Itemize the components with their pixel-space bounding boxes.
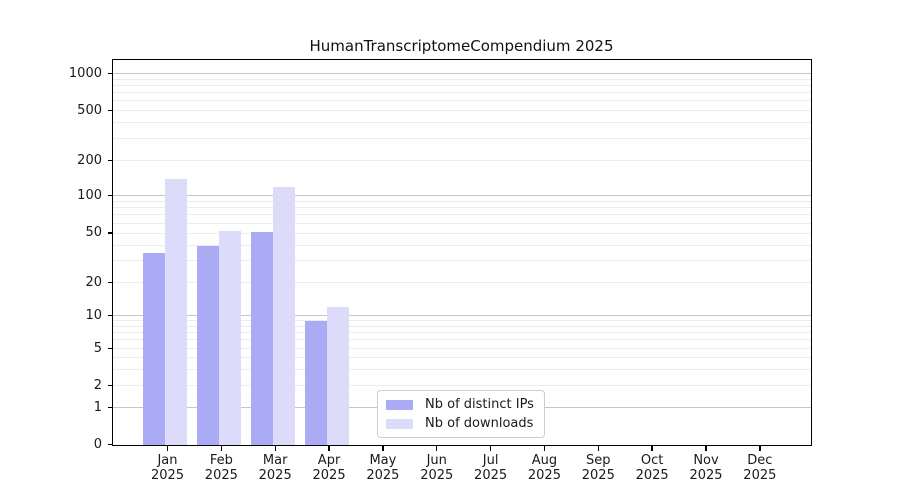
minor-gridline: [113, 260, 811, 262]
y-tick-mark: [108, 232, 113, 234]
major-gridline: [113, 315, 811, 316]
minor-gridline: [113, 368, 811, 370]
y-tick-mark: [108, 109, 113, 112]
minor-gridline: [113, 100, 811, 102]
x-tick-mark: [489, 445, 492, 451]
x-tick-mark: [651, 445, 653, 451]
minor-gridline: [113, 110, 811, 111]
y-tick-label: 500: [77, 102, 102, 118]
bar-downloads: [326, 307, 349, 445]
minor-gridline: [113, 282, 811, 283]
x-tick-label: Oct 2025: [635, 452, 669, 483]
bar-downloads: [218, 231, 241, 445]
minor-gridline: [113, 137, 811, 139]
major-gridline: [113, 73, 811, 74]
y-tick-label: 5: [93, 340, 102, 356]
x-tick-label: Jun 2025: [420, 452, 454, 483]
x-tick-label: Jan 2025: [150, 452, 185, 483]
x-tick-label: Nov 2025: [689, 452, 723, 483]
minor-gridline: [113, 160, 811, 161]
y-tick-label: 1000: [68, 65, 102, 81]
x-tick-label: Feb 2025: [204, 452, 238, 483]
minor-gridline: [113, 222, 811, 224]
minor-gridline: [113, 200, 811, 202]
minor-gridline: [113, 385, 811, 386]
x-tick-mark: [328, 445, 330, 451]
minor-gridline: [113, 339, 811, 341]
minor-gridline: [113, 78, 811, 80]
minor-gridline: [113, 325, 811, 327]
y-tick-mark: [108, 159, 113, 162]
legend: Nb of distinct IPs Nb of downloads: [377, 390, 545, 438]
minor-gridline: [113, 207, 811, 209]
y-tick-mark: [108, 72, 113, 75]
bar-downloads: [272, 186, 295, 445]
minor-gridline: [113, 232, 811, 234]
minor-gridline: [113, 92, 811, 94]
bar-distinct-ips: [250, 232, 273, 445]
bar-distinct-ips: [304, 321, 327, 445]
legend-swatch-distinct-ips: [386, 399, 413, 410]
legend-label-distinct-ips: Nb of distinct IPs: [425, 397, 534, 412]
y-tick-label: 50: [85, 225, 102, 240]
x-tick-label: Dec 2025: [743, 452, 777, 483]
x-tick-mark: [705, 445, 707, 451]
major-gridline: [113, 195, 811, 196]
y-tick-mark: [108, 347, 113, 350]
x-tick-label: Apr 2025: [312, 452, 346, 483]
y-tick-mark: [108, 194, 113, 197]
x-tick-mark: [382, 445, 384, 451]
minor-gridline: [113, 122, 811, 124]
y-tick-mark: [108, 281, 113, 284]
x-tick-label: Aug 2025: [527, 452, 561, 483]
legend-swatch-downloads: [386, 418, 413, 429]
bar-distinct-ips: [143, 252, 165, 445]
x-tick-mark: [597, 445, 599, 451]
minor-gridline: [113, 331, 811, 333]
x-tick-mark: [436, 445, 438, 451]
y-tick-label: 2: [93, 377, 102, 393]
x-tick-label: Mar 2025: [258, 452, 292, 483]
y-tick-label: 10: [85, 307, 102, 323]
y-tick-mark: [108, 384, 113, 387]
y-tick-label: 0: [93, 436, 102, 452]
minor-gridline: [113, 357, 811, 358]
chart-title: HumanTranscriptomeCompendium 2025: [309, 37, 614, 55]
x-tick-mark: [274, 445, 276, 451]
plot-area: Nb of distinct IPs Nb of downloads: [112, 59, 812, 446]
minor-gridline: [113, 244, 811, 246]
minor-gridline: [113, 84, 811, 86]
x-tick-mark: [166, 445, 169, 451]
bar-distinct-ips: [196, 245, 219, 445]
minor-gridline: [113, 214, 811, 216]
minor-gridline: [113, 320, 811, 322]
bar-downloads: [165, 179, 187, 445]
y-tick-label: 1: [93, 399, 102, 415]
legend-item-distinct-ips: Nb of distinct IPs: [386, 397, 536, 412]
minor-gridline: [113, 348, 811, 349]
legend-item-downloads: Nb of downloads: [386, 416, 536, 431]
x-tick-mark: [543, 445, 546, 451]
x-tick-mark: [759, 445, 761, 451]
legend-label-downloads: Nb of downloads: [425, 416, 534, 431]
y-tick-label: 20: [85, 274, 102, 290]
x-tick-mark: [220, 445, 223, 451]
y-tick-mark: [108, 443, 113, 446]
x-tick-label: Sep 2025: [581, 452, 615, 483]
y-tick-mark: [108, 314, 113, 317]
x-tick-label: Jul 2025: [474, 452, 508, 483]
y-tick-mark: [108, 406, 113, 409]
y-tick-label: 200: [77, 152, 102, 168]
x-tick-label: May 2025: [366, 452, 400, 483]
y-tick-label: 100: [77, 187, 102, 203]
